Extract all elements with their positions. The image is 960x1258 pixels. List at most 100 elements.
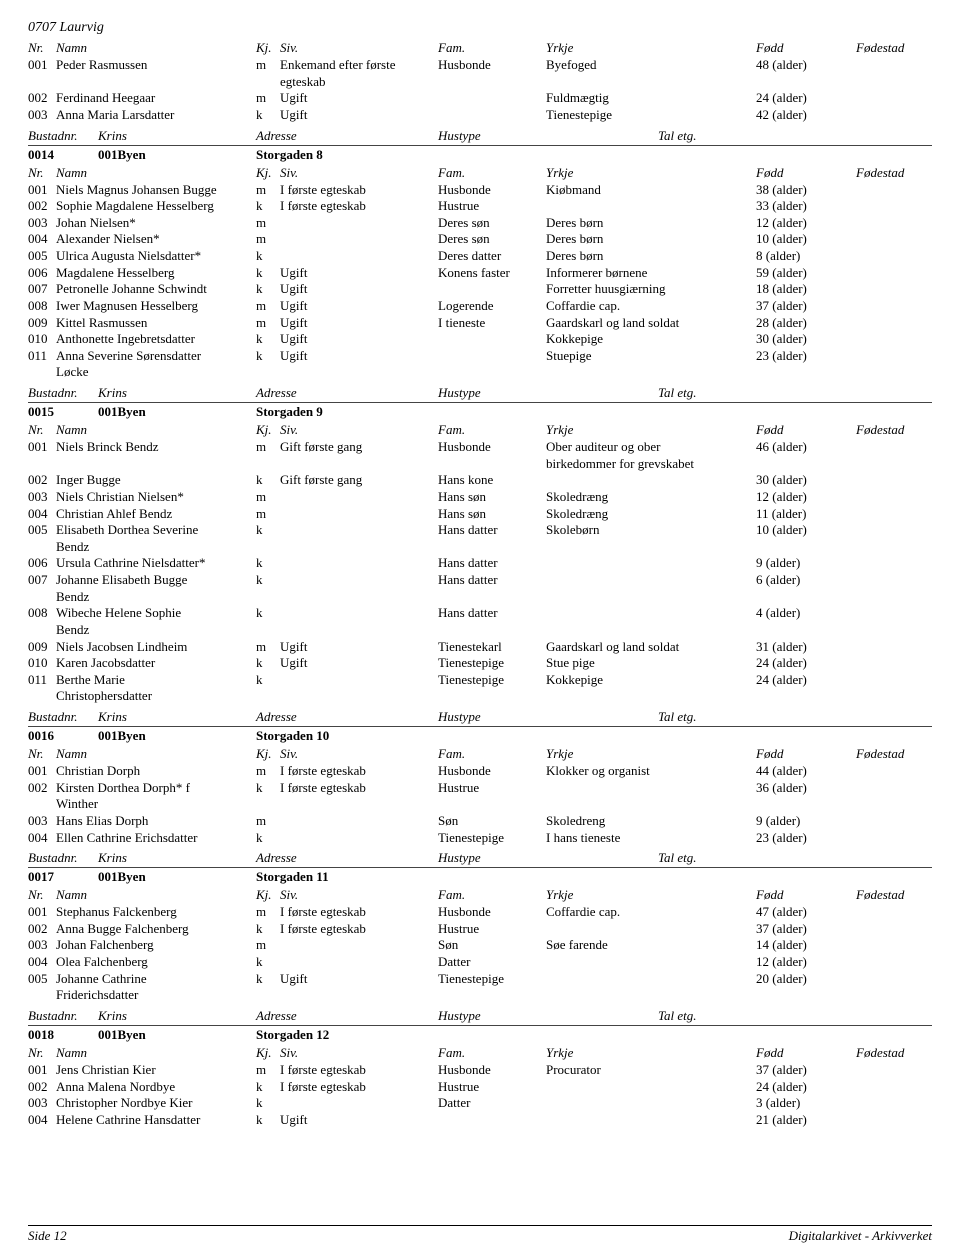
cell-kj: m: [256, 639, 280, 656]
cell-siv: [280, 1095, 438, 1112]
cell-namn: Niels Magnus Johansen Bugge: [56, 182, 256, 199]
cell-siv: Ugift: [280, 90, 438, 107]
cell-kj: k: [256, 605, 280, 622]
cell-namn: Johan Falchenberg: [56, 937, 256, 954]
cell-fodd: 44 (alder): [756, 763, 856, 780]
group-header: Bustadnr.KrinsAdresseHustypeTal etg.: [28, 128, 932, 146]
cell-fam: [438, 90, 546, 107]
cell-kj: m: [256, 1062, 280, 1079]
cell-fodd: 10 (alder): [756, 522, 856, 539]
cell-nr: 005: [28, 971, 56, 988]
cell-siv: Ugift: [280, 107, 438, 124]
cell-kj: m: [256, 904, 280, 921]
cell-nr: 004: [28, 1112, 56, 1129]
cell-kj: m: [256, 763, 280, 780]
cell-fam: Husbonde: [438, 1062, 546, 1079]
cell-kj: k: [256, 672, 280, 689]
col-fodd: Fødd: [756, 746, 856, 762]
cell-fam: [438, 1112, 546, 1129]
cell-siv: [280, 489, 438, 506]
cell-namn: Alexander Nielsen*: [56, 231, 256, 248]
cell-namn-cont: Bendz: [56, 589, 256, 606]
cell-yrkje-cont: [546, 539, 756, 556]
cell-siv-cont: [280, 589, 438, 606]
col-siv: Siv.: [280, 422, 438, 438]
cell-fodestad: [856, 954, 932, 971]
cell-yrkje: Gaardskarl og land soldat: [546, 315, 756, 332]
cell-siv: [280, 813, 438, 830]
group-values: 0017001ByenStorgaden 11: [28, 869, 932, 885]
person-row: 002Anna Malena NordbyekI første egteskab…: [28, 1079, 932, 1096]
cell-fodd: 9 (alder): [756, 813, 856, 830]
cell-fodd: 31 (alder): [756, 639, 856, 656]
cell-kj: m: [256, 215, 280, 232]
cell-kj: k: [256, 921, 280, 938]
cell-nr: 006: [28, 555, 56, 572]
cell-fodd: 42 (alder): [756, 107, 856, 124]
cell-yrkje: Skoledræng: [546, 506, 756, 523]
cell-siv: [280, 605, 438, 622]
cell-fodd: 48 (alder): [756, 57, 856, 74]
cell-fodestad: [856, 472, 932, 489]
cell-fam: Tienestepige: [438, 830, 546, 847]
person-row: 004Olea FalchenbergkDatter12 (alder): [28, 954, 932, 971]
cell-namn: Wibeche Helene Sophie: [56, 605, 256, 622]
cell-kj: k: [256, 248, 280, 265]
cell-yrkje: Byefoged: [546, 57, 756, 74]
person-row: 001Niels Magnus Johansen BuggemI første …: [28, 182, 932, 199]
cell-siv: Ugift: [280, 281, 438, 298]
gh-bustadnr: Bustadnr.: [28, 385, 98, 401]
cell-namn-cont: [56, 456, 256, 473]
cell-kj: k: [256, 830, 280, 847]
cell-nr: 002: [28, 472, 56, 489]
person-row: 003Johan Nielsen*mDeres sønDeres børn12 …: [28, 215, 932, 232]
cell-yrkje: Skoledreng: [546, 813, 756, 830]
cell-fodd: 14 (alder): [756, 937, 856, 954]
col-siv: Siv.: [280, 746, 438, 762]
cell-fodestad: [856, 1079, 932, 1096]
cell-yrkje: Deres børn: [546, 231, 756, 248]
person-row: 002Ferdinand HeegaarmUgiftFuldmægtig24 (…: [28, 90, 932, 107]
cell-siv: I første egteskab: [280, 1079, 438, 1096]
person-row: 004Ellen Cathrine ErichsdatterkTienestep…: [28, 830, 932, 847]
cell-fam: [438, 281, 546, 298]
cell-siv: [280, 522, 438, 539]
cell-fam: Logerende: [438, 298, 546, 315]
cell-nr: 007: [28, 572, 56, 589]
cell-kj: m: [256, 90, 280, 107]
col-fodd: Fødd: [756, 40, 856, 56]
cell-fodd: 12 (alder): [756, 954, 856, 971]
cell-yrkje: Klokker og organist: [546, 763, 756, 780]
gv-krins: 001Byen: [98, 404, 256, 420]
cell-siv: [280, 954, 438, 971]
cell-nr: 001: [28, 904, 56, 921]
cell-fodestad: [856, 904, 932, 921]
cell-namn-cont: Friderichsdatter: [56, 987, 256, 1004]
cell-fodd: 33 (alder): [756, 198, 856, 215]
col-nr: Nr.: [28, 422, 56, 438]
cell-fam: Husbonde: [438, 763, 546, 780]
footer-left: Side 12: [28, 1228, 67, 1244]
cell-fam: Husbonde: [438, 57, 546, 74]
cell-kj: m: [256, 57, 280, 74]
cell-namn: Johanne Elisabeth Bugge: [56, 572, 256, 589]
cell-fodd: 36 (alder): [756, 780, 856, 797]
cell-nr: 001: [28, 439, 56, 456]
col-fodestad: Fødestad: [856, 746, 932, 762]
person-row: 002Anna Bugge FalchenbergkI første egtes…: [28, 921, 932, 938]
gh-bustadnr: Bustadnr.: [28, 1008, 98, 1024]
cell-siv: Ugift: [280, 315, 438, 332]
person-row: 009Niels Jacobsen LindheimmUgiftTieneste…: [28, 639, 932, 656]
person-row: 006Ursula Cathrine Nielsdatter*kHans dat…: [28, 555, 932, 572]
cell-kj: m: [256, 489, 280, 506]
col-fodestad: Fødestad: [856, 422, 932, 438]
gv-adresse: Storgaden 12: [256, 1027, 438, 1043]
cell-nr: 004: [28, 830, 56, 847]
cell-yrkje-cont: [546, 796, 756, 813]
gh-taletg: Tal etg.: [658, 128, 932, 144]
cell-nr: 002: [28, 90, 56, 107]
gv-bustadnr: 0018: [28, 1027, 98, 1043]
cell-yrkje: [546, 555, 756, 572]
cell-fam: Tienestepige: [438, 672, 546, 689]
cell-fam: Deres søn: [438, 231, 546, 248]
